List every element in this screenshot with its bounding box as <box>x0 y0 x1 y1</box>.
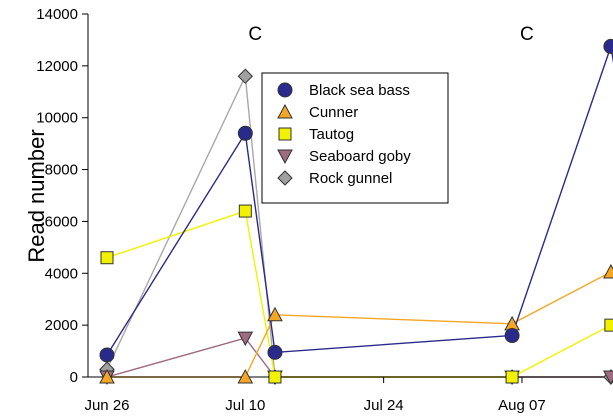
data-point <box>603 38 613 54</box>
legend-box <box>261 72 449 204</box>
series-line <box>106 337 613 378</box>
legend-marker <box>277 103 293 119</box>
series-line <box>106 46 613 356</box>
y-tick-label: 4000 <box>45 265 78 282</box>
y-tick-label: 14000 <box>36 6 78 23</box>
y-tick-label: 2000 <box>45 317 78 334</box>
y-tick-label: 8000 <box>45 162 78 179</box>
axes <box>87 14 612 378</box>
series-line <box>106 210 613 378</box>
legend: Black sea bass Cunner Tautog Seaboard goby R… <box>261 72 449 204</box>
x-tick-label: Jul 10 <box>225 397 265 414</box>
annotation-label: C <box>520 24 534 45</box>
y-tick-label: 12000 <box>36 58 78 75</box>
data-point <box>267 306 283 322</box>
legend-marker <box>278 127 292 141</box>
y-axis-label: Read number <box>24 129 49 262</box>
data-point <box>237 125 253 141</box>
x-tick-label: Jun 26 <box>84 397 129 414</box>
x-tick-label: Jul 24 <box>364 397 404 414</box>
series-line <box>107 271 613 378</box>
data-point <box>100 251 114 265</box>
data-point <box>237 368 254 384</box>
data-point <box>237 68 254 84</box>
annotation-label: C <box>248 24 262 45</box>
data-point <box>237 331 254 347</box>
data-point <box>603 370 613 386</box>
legend-label: Black sea bass <box>309 82 410 99</box>
y-tick-label: 6000 <box>45 213 78 230</box>
x-tick-label: Aug 07 <box>498 397 546 414</box>
data-point <box>238 204 252 218</box>
annotations: CCC <box>248 24 534 45</box>
y-ticks: 0 2000 4000 6000 8000 10000 12000 14000 <box>36 6 88 386</box>
legend-label: Cunner <box>309 104 358 121</box>
data-point <box>504 328 520 344</box>
legend-marker <box>277 170 293 186</box>
data-point <box>604 318 613 332</box>
legend-marker <box>277 149 293 165</box>
data-point <box>603 263 613 279</box>
legend-label: Tautog <box>309 126 354 143</box>
series-markers <box>99 38 613 386</box>
data-point <box>99 347 115 363</box>
legend-label: Seaboard goby <box>309 148 411 165</box>
data-point <box>505 370 519 384</box>
legend-label: Rock gunnel <box>309 170 392 187</box>
data-point <box>268 370 282 384</box>
data-point <box>99 368 115 384</box>
y-tick-label: 0 <box>70 369 78 386</box>
data-point <box>267 344 283 360</box>
legend-marker <box>277 82 293 98</box>
y-tick-label: 10000 <box>36 110 78 127</box>
